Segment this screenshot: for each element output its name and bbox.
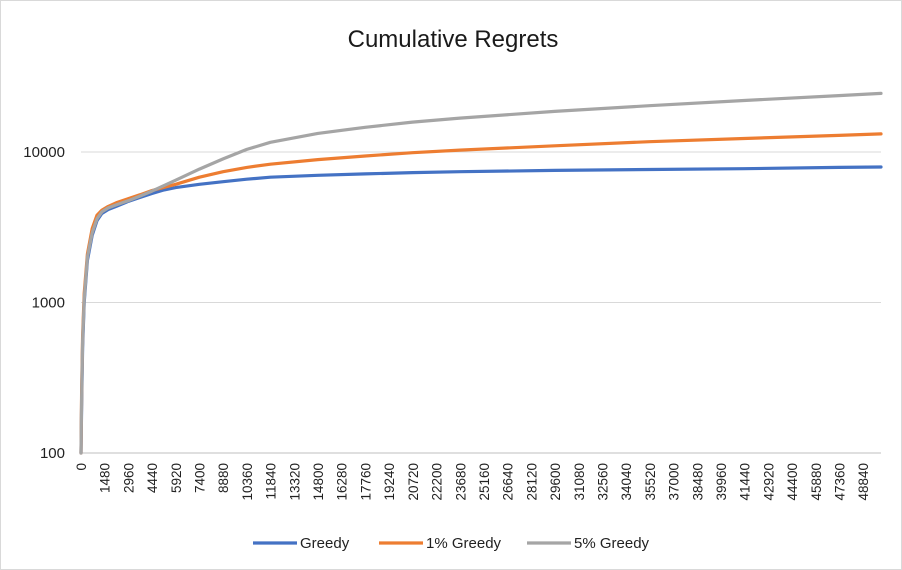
x-tick-label: 22200	[430, 463, 445, 501]
y-tick-labels: 100 1000 10000	[23, 144, 65, 462]
series-line-5-greedy	[79, 91, 883, 455]
series-lines	[79, 91, 883, 455]
y-tick-label: 10000	[23, 144, 65, 161]
x-tick-label: 1480	[98, 463, 113, 493]
x-tick-label: 25160	[477, 463, 492, 501]
x-tick-label: 11840	[264, 463, 279, 500]
x-tick-label: 37000	[667, 463, 682, 501]
legend-label: Greedy	[300, 535, 350, 552]
x-tick-labels: 0 1480 2960 4440 5920 7400 8880 10360 11840 13320…	[74, 463, 871, 501]
x-tick-label: 32560	[595, 463, 610, 501]
x-tick-label: 28120	[524, 463, 539, 501]
legend-label: 5% Greedy	[574, 535, 650, 552]
x-tick-label: 35520	[643, 463, 658, 501]
x-tick-label: 29600	[548, 463, 563, 501]
x-tick-label: 14800	[311, 463, 326, 501]
x-tick-label: 47360	[833, 463, 848, 501]
x-tick-label: 19240	[382, 463, 397, 501]
series-line-1-greedy	[79, 132, 883, 455]
x-tick-label: 4440	[145, 463, 160, 493]
x-tick-label: 38480	[690, 463, 705, 501]
x-tick-label: 8880	[216, 463, 231, 493]
x-tick-label: 41440	[738, 463, 753, 501]
x-tick-label: 16280	[335, 463, 350, 501]
legend-label: 1% Greedy	[426, 535, 502, 552]
x-tick-label: 42920	[761, 463, 776, 501]
x-tick-label: 26640	[501, 463, 516, 501]
x-tick-label: 0	[74, 463, 89, 471]
legend: Greedy 1% Greedy 5% Greedy	[253, 535, 650, 552]
gridlines	[81, 151, 881, 303]
y-tick-label: 100	[40, 445, 65, 462]
x-tick-label: 31080	[572, 463, 587, 501]
x-tick-label: 48840	[856, 463, 871, 501]
x-tick-label: 44400	[785, 463, 800, 501]
x-tick-label: 45880	[809, 463, 824, 501]
x-tick-label: 17760	[358, 463, 373, 501]
x-tick-label: 7400	[193, 463, 208, 493]
x-tick-label: 13320	[287, 463, 302, 501]
series-line-greedy	[79, 165, 883, 455]
x-tick-label: 34040	[619, 463, 634, 501]
x-tick-label: 2960	[121, 463, 136, 493]
y-tick-label: 1000	[32, 295, 65, 312]
chart-title: Cumulative Regrets	[348, 26, 559, 53]
x-tick-label: 23680	[453, 463, 468, 501]
x-tick-label: 10360	[240, 463, 255, 501]
x-tick-label: 39960	[714, 463, 729, 501]
x-tick-label: 5920	[169, 463, 184, 493]
x-tick-label: 20720	[406, 463, 421, 501]
